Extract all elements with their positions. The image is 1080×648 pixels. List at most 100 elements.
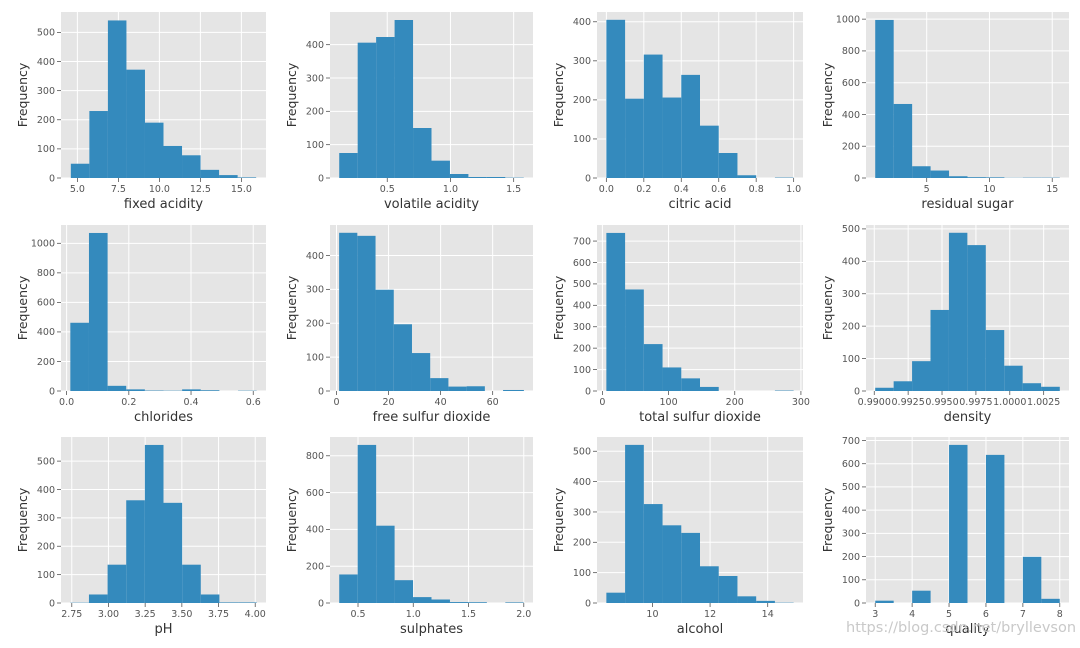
y-axis-label: Frequency bbox=[820, 62, 835, 127]
histogram-bar bbox=[681, 378, 700, 391]
y-tick-label: 0 bbox=[854, 386, 860, 397]
histogram-bar bbox=[70, 322, 89, 391]
histogram-bar bbox=[643, 54, 663, 179]
x-tick-label: 0.9950 bbox=[925, 397, 958, 408]
histogram-bar bbox=[949, 176, 968, 178]
y-tick-label: 100 bbox=[37, 144, 55, 155]
x-tick-label: 0.2 bbox=[121, 397, 136, 408]
y-tick-label: 100 bbox=[842, 575, 860, 586]
y-tick-label: 1000 bbox=[836, 14, 860, 25]
histogram-bar bbox=[503, 389, 524, 391]
histogram-bar bbox=[662, 97, 682, 178]
histogram-bar bbox=[200, 594, 220, 603]
x-axis-label: sulphates bbox=[400, 622, 463, 637]
x-tick-label: 5 bbox=[924, 184, 930, 195]
y-tick-label: 100 bbox=[842, 354, 860, 365]
y-tick-label: 200 bbox=[573, 95, 591, 106]
y-tick-label: 100 bbox=[306, 140, 324, 151]
x-tick-label: 60 bbox=[487, 397, 499, 408]
y-tick-label: 200 bbox=[37, 542, 55, 553]
y-tick-label: 0 bbox=[49, 173, 55, 184]
y-tick-label: 200 bbox=[573, 343, 591, 354]
y-tick-label: 200 bbox=[306, 107, 324, 118]
histogram-bar bbox=[448, 386, 467, 391]
histogram-bar bbox=[219, 602, 239, 603]
histogram-panel-5: 0 200 400 600 800 1000 0.0 0.2 0.4 0.6 chlorides Fr… bbox=[15, 225, 266, 425]
histogram-bar bbox=[393, 324, 412, 391]
histogram-bar bbox=[1041, 386, 1060, 391]
histogram-bar bbox=[1004, 365, 1023, 391]
histogram-bar bbox=[144, 122, 164, 178]
x-tick-label: 7 bbox=[1020, 609, 1026, 620]
histogram-panel-2: 0 100 200 300 400 0.5 1.0 1.5 volatile acidity Fr… bbox=[284, 12, 533, 212]
x-axis-label: chlorides bbox=[134, 410, 193, 425]
histogram-bar bbox=[505, 602, 524, 603]
histogram-bar bbox=[107, 20, 127, 178]
histogram-bar bbox=[718, 575, 738, 603]
histogram-bar bbox=[700, 386, 719, 391]
x-tick-label: 0.0 bbox=[599, 184, 614, 195]
y-tick-label: 500 bbox=[573, 279, 591, 290]
x-tick-label: 4.00 bbox=[245, 609, 266, 620]
histogram-bar bbox=[163, 502, 183, 603]
x-tick-label: 3 bbox=[872, 609, 878, 620]
y-tick-label: 800 bbox=[842, 46, 860, 57]
x-tick-label: 12.5 bbox=[190, 184, 211, 195]
y-tick-label: 0 bbox=[854, 598, 860, 609]
y-tick-label: 700 bbox=[842, 436, 860, 447]
x-tick-label: 0.9975 bbox=[959, 397, 992, 408]
histogram-bar bbox=[893, 381, 913, 391]
y-tick-label: 400 bbox=[306, 251, 324, 262]
histogram-panel-12: 0 100 200 300 400 500 600 700 3 4 5 6 7 8 quality Frequ… bbox=[820, 436, 1069, 637]
y-tick-label: 700 bbox=[573, 236, 591, 247]
x-tick-label: 100 bbox=[659, 397, 677, 408]
y-tick-label: 400 bbox=[842, 505, 860, 516]
x-axis-label: free sulfur dioxide bbox=[373, 410, 491, 425]
y-tick-label: 300 bbox=[573, 56, 591, 67]
histogram-bar bbox=[967, 177, 986, 178]
x-axis-label: total sulfur dioxide bbox=[639, 410, 761, 425]
x-tick-label: 7.5 bbox=[111, 184, 126, 195]
y-tick-label: 0 bbox=[49, 598, 55, 609]
histogram-bar bbox=[643, 344, 663, 391]
y-tick-label: 100 bbox=[37, 570, 55, 581]
histogram-bar bbox=[625, 444, 644, 603]
histogram-bar bbox=[700, 125, 719, 178]
x-tick-label: 0.9900 bbox=[858, 397, 891, 408]
histogram-bar bbox=[1022, 556, 1042, 603]
y-axis-label: Frequency bbox=[15, 62, 30, 127]
histogram-bar bbox=[126, 389, 145, 391]
y-tick-label: 400 bbox=[37, 57, 55, 68]
x-tick-label: 1.0 bbox=[786, 184, 801, 195]
histogram-bar bbox=[625, 98, 644, 178]
x-tick-label: 0.8 bbox=[749, 184, 764, 195]
y-tick-label: 600 bbox=[306, 488, 324, 499]
x-tick-label: 0.0 bbox=[59, 397, 74, 408]
histogram-bar bbox=[893, 103, 913, 178]
histogram-bar bbox=[643, 504, 663, 603]
histogram-bar bbox=[756, 600, 775, 603]
histogram-bar bbox=[912, 166, 931, 178]
histogram-bar bbox=[912, 590, 931, 603]
x-axis-label: pH bbox=[154, 622, 172, 637]
x-axis-label: volatile acidity bbox=[384, 197, 479, 212]
histogram-bar bbox=[430, 378, 449, 391]
x-tick-label: 0.6 bbox=[246, 397, 261, 408]
histogram-bar bbox=[606, 232, 626, 391]
y-tick-label: 0 bbox=[585, 173, 591, 184]
y-tick-label: 1000 bbox=[31, 239, 55, 250]
histogram-bar bbox=[431, 599, 450, 603]
x-tick-label: 1.0 bbox=[443, 184, 458, 195]
histogram-bar bbox=[985, 454, 1005, 603]
histogram-bar bbox=[182, 155, 201, 178]
x-tick-label: 4 bbox=[909, 609, 915, 620]
histogram-bar bbox=[339, 153, 358, 178]
x-tick-label: 3.00 bbox=[98, 609, 119, 620]
histogram-bar bbox=[606, 592, 626, 603]
y-tick-label: 200 bbox=[842, 552, 860, 563]
x-tick-label: 2.75 bbox=[61, 609, 82, 620]
histogram-bar bbox=[718, 153, 738, 178]
x-axis-label: fixed acidity bbox=[124, 197, 204, 212]
histogram-bar bbox=[357, 42, 377, 178]
